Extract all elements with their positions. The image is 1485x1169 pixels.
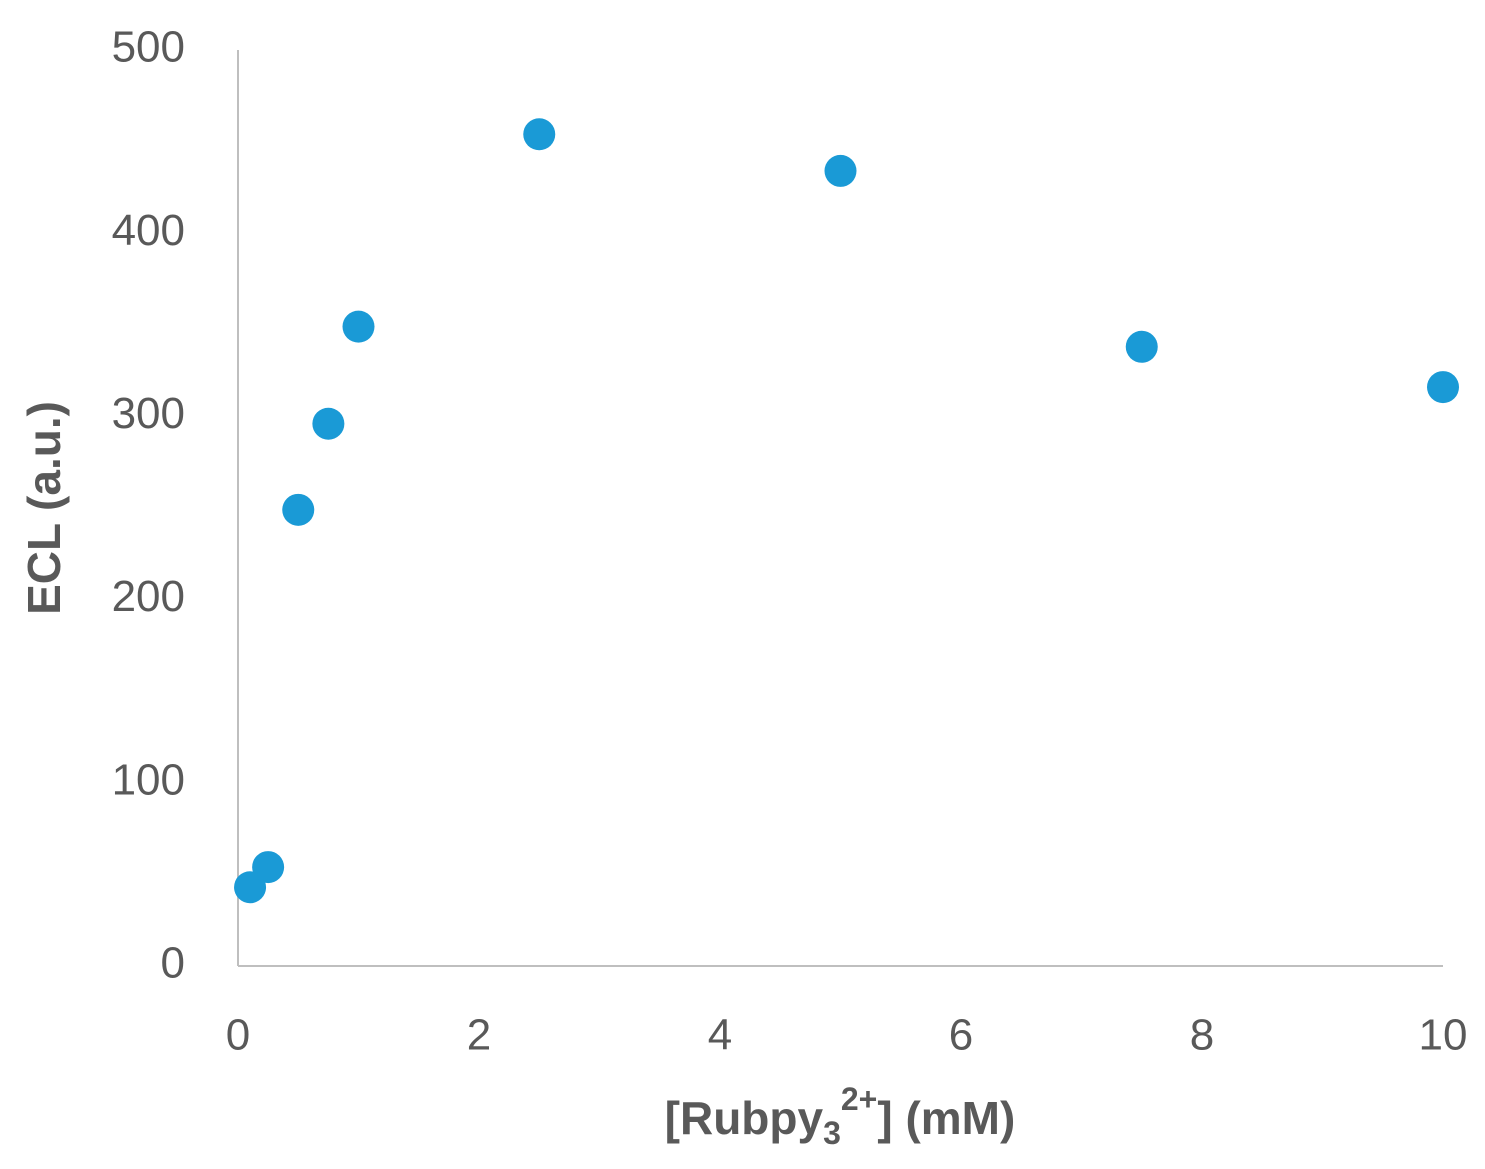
y-tick-label: 300 xyxy=(112,389,185,438)
x-tick-label: 6 xyxy=(949,1011,973,1060)
data-point xyxy=(252,851,285,884)
data-point xyxy=(1125,330,1158,363)
x-label-tail: ] (mM) xyxy=(877,1092,1015,1144)
y-tick-label: 100 xyxy=(112,755,185,804)
y-tick-label: 500 xyxy=(112,23,185,72)
x-label-sup: 2+ xyxy=(841,1081,877,1117)
x-axis-label: [Rubpy32+] (mM) xyxy=(665,1081,1016,1151)
data-point xyxy=(523,118,556,151)
data-point xyxy=(342,310,375,343)
x-label-sub: 3 xyxy=(823,1115,841,1151)
x-tick-label: 0 xyxy=(226,1011,250,1060)
x-label-main: [Rubpy xyxy=(665,1092,824,1144)
y-tick-label: 200 xyxy=(112,572,185,621)
data-point xyxy=(1427,371,1459,404)
data-point xyxy=(282,493,315,526)
data-point xyxy=(824,154,857,187)
x-tick-label: 2 xyxy=(467,1011,491,1060)
data-point xyxy=(312,407,345,440)
y-tick-label: 0 xyxy=(161,939,185,988)
x-tick-label: 4 xyxy=(708,1011,732,1060)
y-tick-label: 400 xyxy=(112,206,185,255)
y-axis-label: ECL (a.u.) xyxy=(18,401,70,615)
x-tick-label: 10 xyxy=(1419,1011,1468,1060)
x-tick-label: 8 xyxy=(1190,1011,1214,1060)
